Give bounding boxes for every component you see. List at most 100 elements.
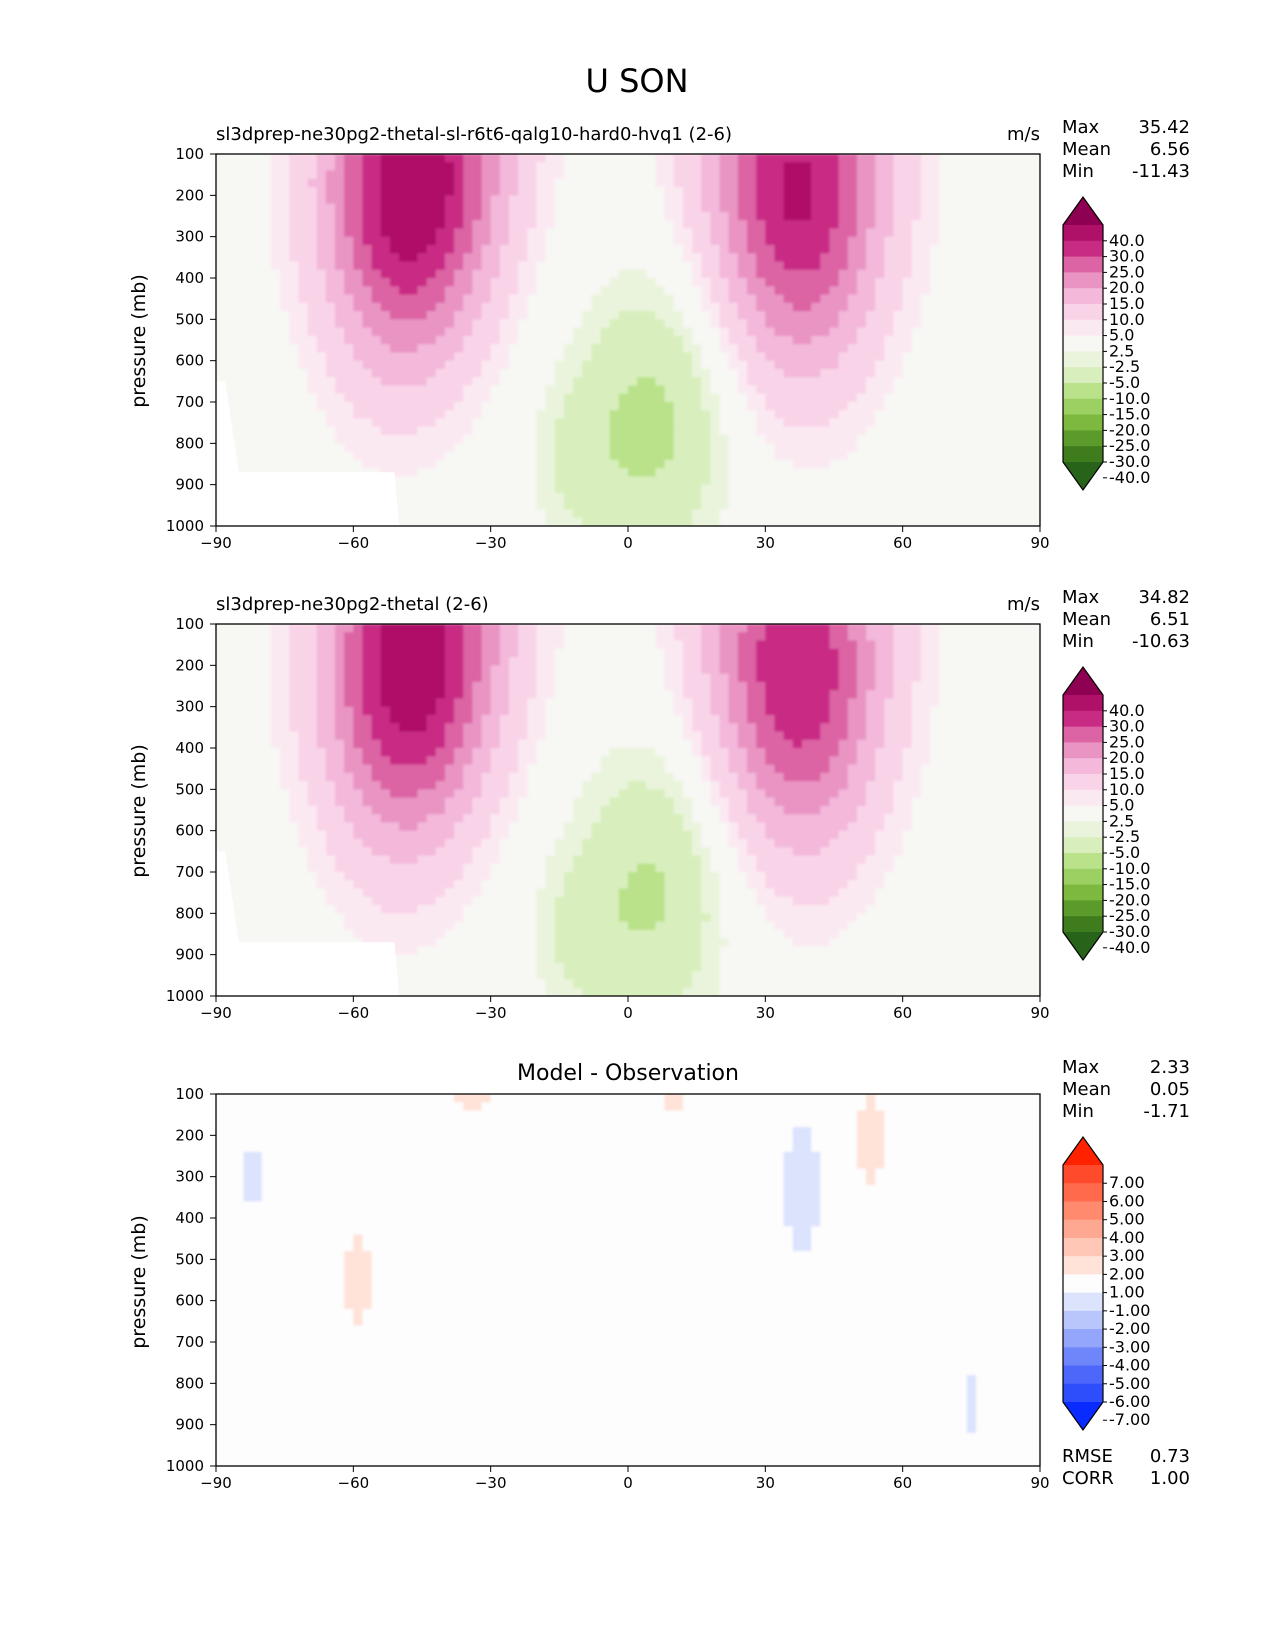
- contour-cell: [289, 632, 299, 642]
- contour-cell: [417, 203, 428, 213]
- contour-cell: [856, 402, 867, 411]
- contour-cell: [444, 673, 455, 683]
- contour-cell: [756, 418, 766, 428]
- contour-cell: [426, 244, 437, 254]
- contour-cell: [884, 352, 895, 362]
- contour-cell: [609, 410, 620, 420]
- contour-cell: [216, 673, 226, 683]
- contour-cell: [838, 211, 849, 221]
- contour-cell: [856, 468, 867, 477]
- contour-cell: [408, 418, 419, 428]
- contour-cell: [380, 154, 391, 163]
- contour-cell: [701, 187, 711, 196]
- contour-cell: [728, 352, 739, 362]
- contour-cell: [1003, 418, 1014, 428]
- contour-cell: [728, 311, 739, 320]
- contour-cell: [353, 286, 364, 296]
- contour-cell: [856, 344, 867, 353]
- contour-cell: [536, 517, 547, 526]
- contour-cell: [701, 269, 711, 279]
- contour-cell: [536, 187, 547, 196]
- contour-cell: [838, 451, 849, 461]
- contour-cell: [261, 228, 272, 238]
- contour-cell: [756, 665, 766, 675]
- contour-cell: [389, 335, 400, 345]
- contour-cell: [563, 311, 574, 320]
- contour-cell: [435, 492, 446, 502]
- contour-cell: [582, 393, 592, 403]
- contour-cell: [325, 220, 336, 229]
- contour-cell: [234, 162, 245, 172]
- contour-cell: [508, 327, 519, 337]
- contour-cell: [646, 368, 657, 378]
- contour-cell: [655, 170, 666, 180]
- contour-cell: [682, 360, 693, 370]
- contour-cell: [545, 690, 556, 699]
- contour-cell: [719, 426, 730, 436]
- contour-cell: [856, 170, 867, 180]
- contour-cell: [756, 319, 766, 329]
- contour-cell: [344, 220, 354, 229]
- contour-cell: [866, 344, 876, 353]
- contour-cell: [307, 435, 318, 444]
- contour-cell: [655, 327, 666, 337]
- contour-cell: [481, 418, 492, 428]
- contour-cell: [536, 509, 547, 519]
- contour-cell: [875, 665, 885, 675]
- contour-cell: [811, 344, 821, 353]
- contour-cell: [490, 385, 501, 395]
- contour-cell: [966, 665, 977, 675]
- contour-cell: [362, 418, 373, 428]
- contour-cell: [975, 476, 986, 486]
- contour-cell: [563, 344, 574, 353]
- contour-cell: [582, 501, 592, 511]
- contour-cell: [911, 360, 922, 370]
- contour-cell: [692, 220, 702, 229]
- contour-cell: [463, 377, 473, 387]
- contour-cell: [692, 335, 702, 345]
- contour-cell: [628, 211, 638, 221]
- contour-cell: [783, 476, 794, 486]
- contour-cell: [609, 335, 620, 345]
- contour-cell: [811, 286, 821, 296]
- contour-cell: [335, 673, 345, 683]
- contour-cell: [270, 360, 281, 370]
- contour-cell: [554, 228, 565, 238]
- contour-cell: [875, 385, 885, 395]
- contour-cell: [554, 352, 565, 362]
- contour-cell: [371, 302, 382, 312]
- contour-cell: [847, 253, 858, 263]
- contour-cell: [957, 269, 968, 279]
- contour-cell: [252, 195, 263, 205]
- contour-cell: [389, 360, 400, 370]
- contour-cell: [600, 360, 611, 370]
- contour-cell: [884, 501, 895, 511]
- contour-cell: [618, 657, 629, 666]
- contour-cell: [811, 162, 821, 172]
- contour-cell: [362, 195, 373, 205]
- contour-cell: [655, 286, 666, 296]
- contour-cell: [243, 352, 254, 362]
- contour-cell: [801, 244, 812, 254]
- contour-cell: [628, 261, 638, 271]
- contour-cell: [637, 368, 647, 378]
- contour-cell: [554, 517, 565, 526]
- contour-cell: [811, 681, 821, 691]
- contour-cell: [756, 220, 766, 229]
- contour-cell: [618, 484, 629, 494]
- contour-cell: [600, 253, 611, 263]
- contour-cell: [261, 294, 272, 304]
- contour-cell: [454, 435, 464, 444]
- contour-cell: [985, 253, 995, 263]
- contour-cell: [811, 294, 821, 304]
- contour-cell: [673, 426, 684, 436]
- contour-cell: [856, 393, 867, 403]
- contour-cell: [1030, 385, 1040, 395]
- contour-cell: [884, 195, 895, 205]
- contour-cell: [618, 195, 629, 205]
- contour-cell: [380, 393, 391, 403]
- contour-cell: [316, 220, 327, 229]
- contour-cell: [234, 311, 245, 320]
- contour-cell: [792, 368, 803, 378]
- contour-cell: [582, 244, 592, 254]
